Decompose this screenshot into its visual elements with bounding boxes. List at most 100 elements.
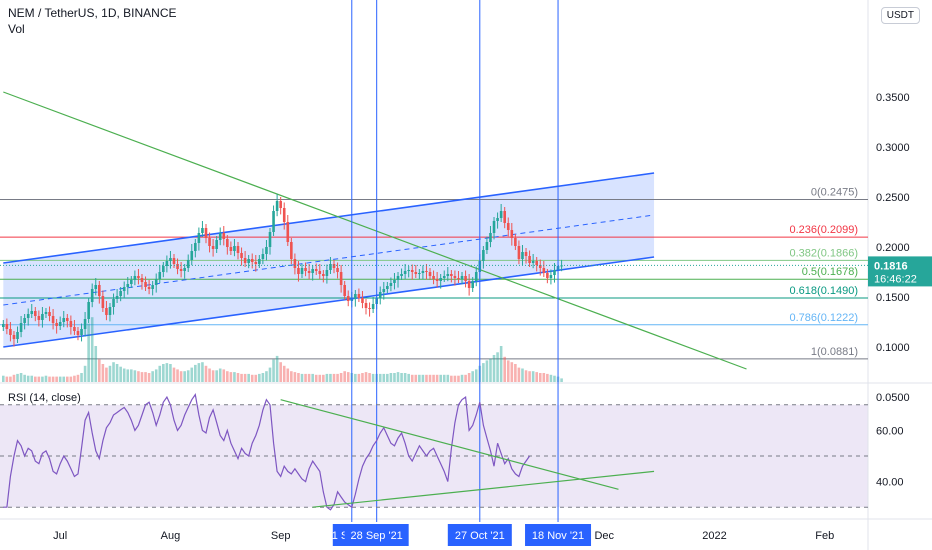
candle-body <box>371 304 375 309</box>
volume-bar <box>435 374 439 382</box>
candle-body <box>293 259 297 268</box>
volume-bar <box>172 367 176 382</box>
candle-body <box>140 278 144 282</box>
volume-bar <box>44 375 48 382</box>
candle-body <box>76 331 80 335</box>
volume-bar <box>297 373 300 382</box>
volume-bar <box>293 372 297 382</box>
volume-bar <box>546 373 549 382</box>
vertical-marker-date-badge <box>525 524 592 546</box>
candle-body <box>51 316 55 323</box>
volume-bar <box>510 362 514 382</box>
volume-bar <box>400 373 403 382</box>
volume-bar <box>265 371 268 382</box>
volume-bar <box>190 367 194 382</box>
volume-bar <box>499 346 503 382</box>
candle-body <box>16 332 19 339</box>
candle-body <box>343 285 346 296</box>
candle-body <box>194 243 197 251</box>
candle-body <box>69 321 73 327</box>
volume-bar <box>474 369 478 382</box>
candle-body <box>62 318 66 322</box>
candle-body <box>297 268 300 274</box>
candle-body <box>211 246 215 249</box>
volume-bar <box>332 373 336 382</box>
candle-body <box>361 298 364 303</box>
candle-body <box>496 218 499 221</box>
candle-body <box>386 286 389 289</box>
candle-body <box>233 246 236 251</box>
volume-bar <box>272 359 275 382</box>
candle-body <box>549 275 553 278</box>
volume-bar <box>346 372 350 382</box>
candle-body <box>34 311 37 316</box>
candle-body <box>226 239 229 247</box>
volume-bar <box>165 363 169 382</box>
candle-body <box>542 268 546 273</box>
volume-bar <box>140 372 144 382</box>
volume-bar <box>222 369 226 382</box>
candle-body <box>482 250 485 261</box>
candle-body <box>275 201 279 211</box>
volume-bar <box>90 317 94 382</box>
candle-body <box>300 268 304 274</box>
volume-bar <box>421 374 425 382</box>
volume-bar <box>186 370 190 382</box>
volume-bar <box>9 376 12 382</box>
volume-bar <box>243 373 247 382</box>
candle-body <box>204 228 208 238</box>
candle-body <box>41 314 44 320</box>
volume-bar <box>130 369 133 382</box>
volume-bar <box>524 370 528 382</box>
candle-body <box>346 296 350 301</box>
candle-body <box>339 272 343 285</box>
candle-body <box>66 318 69 321</box>
volume-bar <box>201 362 204 382</box>
volume-bar <box>528 371 531 382</box>
volume-bar <box>162 364 165 382</box>
rsi-trendline <box>312 470 655 508</box>
volume-bar <box>279 362 282 382</box>
volume-bar <box>489 358 492 382</box>
vertical-marker-date-badge <box>344 524 409 546</box>
candle-body <box>247 259 250 263</box>
volume-bar <box>23 374 26 382</box>
volume-bar <box>229 372 233 382</box>
candle-body <box>546 273 549 278</box>
candle-body <box>144 282 147 287</box>
candle-body <box>133 276 137 280</box>
volume-bar <box>151 371 154 382</box>
candle-body <box>471 281 474 288</box>
candle-body <box>108 307 112 315</box>
candle-body <box>236 246 240 253</box>
volume-bar <box>261 373 265 382</box>
candle-body <box>503 211 506 223</box>
volume-bar <box>357 373 361 382</box>
candle-body <box>87 302 90 319</box>
candle-body <box>446 274 450 276</box>
candle-body <box>240 253 243 258</box>
candle-body <box>147 287 151 289</box>
volume-bar <box>393 373 396 382</box>
volume-bar <box>87 323 90 382</box>
candle-body <box>457 278 460 279</box>
volume-bar <box>339 373 343 382</box>
candle-body <box>531 261 535 263</box>
fib-level-label: 0.382(0.1866) <box>790 247 859 259</box>
candle-body <box>222 233 226 239</box>
candle-body <box>318 271 322 274</box>
currency-unit-button[interactable]: USDT <box>880 7 920 24</box>
fib-level-label: 0(0.2475) <box>811 187 858 199</box>
last-price-badge <box>868 256 932 287</box>
candle-body <box>553 270 556 275</box>
candle-body <box>261 254 265 259</box>
candle-body <box>26 314 30 318</box>
volume-bar <box>282 365 286 382</box>
candle-body <box>524 252 528 256</box>
volume-bar <box>144 372 147 382</box>
candle-body <box>105 308 108 315</box>
volume-bar <box>105 367 108 382</box>
volume-bar <box>108 365 112 382</box>
volume-bar <box>76 374 80 382</box>
